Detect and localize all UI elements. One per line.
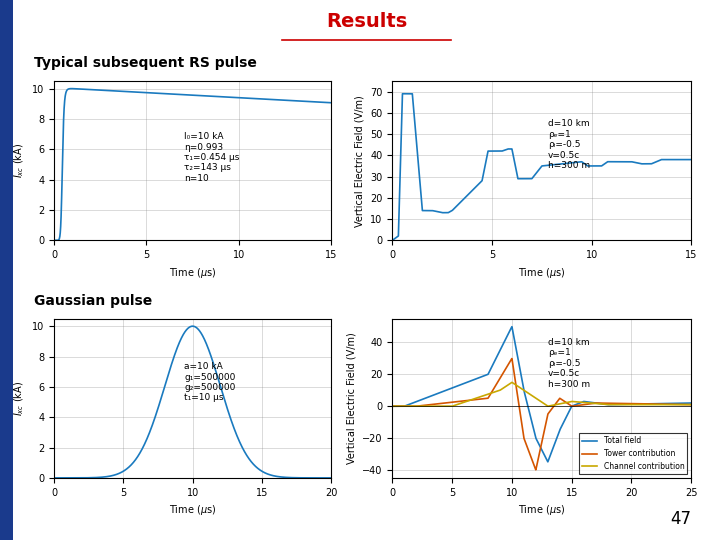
Text: I₀=10 kA
η=0.993
τ₁=0.454 μs
τ₂=143 μs
n=10: I₀=10 kA η=0.993 τ₁=0.454 μs τ₂=143 μs n… — [184, 132, 240, 183]
Channel contribution — [649, 401, 657, 408]
Y-axis label: $I_{xc}$ (kA): $I_{xc}$ (kA) — [13, 143, 27, 178]
Total field — [544, 458, 552, 465]
X-axis label: Time ($\mu$s): Time ($\mu$s) — [169, 503, 216, 517]
Line: Tower contribution: Tower contribution — [392, 359, 691, 470]
Tower contribution — [388, 403, 397, 409]
Total field — [687, 400, 696, 406]
Text: d=10 km
ρₑ=1
ρᵢ=-0.5
v=0.5c
h=300 m: d=10 km ρₑ=1 ρᵢ=-0.5 v=0.5c h=300 m — [548, 338, 590, 388]
Total field — [649, 401, 657, 407]
Y-axis label: Vertical Electric Field (V/m): Vertical Electric Field (V/m) — [346, 333, 356, 464]
Tower contribution — [516, 409, 524, 416]
Channel contribution — [508, 379, 516, 386]
Text: a=10 kA
g₁=500000
g₂=500000
t₁=10 μs: a=10 kA g₁=500000 g₂=500000 t₁=10 μs — [184, 362, 235, 402]
Legend: Total field, Tower contribution, Channel contribution: Total field, Tower contribution, Channel… — [579, 433, 688, 474]
Tower contribution — [422, 402, 431, 408]
Total field — [516, 367, 524, 373]
Channel contribution — [503, 382, 511, 389]
Y-axis label: Vertical Electric Field (V/m): Vertical Electric Field (V/m) — [355, 95, 365, 226]
Channel contribution — [388, 403, 397, 409]
Channel contribution — [681, 401, 690, 408]
Total field — [422, 395, 431, 401]
Text: d=10 km
ρₑ=1
ρᵢ=-0.5
v=0.5c
h=300 m: d=10 km ρₑ=1 ρᵢ=-0.5 v=0.5c h=300 m — [548, 119, 590, 170]
Text: Gaussian pulse: Gaussian pulse — [34, 294, 153, 308]
Tower contribution — [681, 401, 690, 408]
X-axis label: Time ($\mu$s): Time ($\mu$s) — [518, 266, 565, 280]
Text: Results: Results — [326, 12, 407, 31]
Line: Total field: Total field — [392, 327, 691, 462]
Y-axis label: $I_{xc}$ (kA): $I_{xc}$ (kA) — [13, 381, 27, 416]
Tower contribution — [440, 400, 449, 407]
Tower contribution — [687, 401, 696, 408]
X-axis label: Time ($\mu$s): Time ($\mu$s) — [518, 503, 565, 517]
Tower contribution — [531, 467, 540, 473]
X-axis label: Time ($\mu$s): Time ($\mu$s) — [169, 266, 216, 280]
Tower contribution — [649, 401, 657, 407]
Total field — [440, 388, 449, 394]
Text: 47: 47 — [670, 510, 691, 529]
Channel contribution — [422, 403, 431, 409]
Text: Typical subsequent RS pulse: Typical subsequent RS pulse — [34, 57, 257, 70]
Total field — [681, 400, 690, 407]
Text: UNIVERSITY OF
FLORIDA: UNIVERSITY OF FLORIDA — [24, 516, 84, 529]
Channel contribution — [687, 401, 696, 408]
Total field — [503, 333, 511, 340]
Channel contribution — [440, 403, 449, 409]
Total field — [508, 323, 516, 330]
Tower contribution — [508, 355, 516, 362]
Line: Channel contribution: Channel contribution — [392, 382, 691, 406]
Channel contribution — [516, 384, 524, 391]
Tower contribution — [503, 363, 511, 370]
Total field — [388, 403, 397, 409]
